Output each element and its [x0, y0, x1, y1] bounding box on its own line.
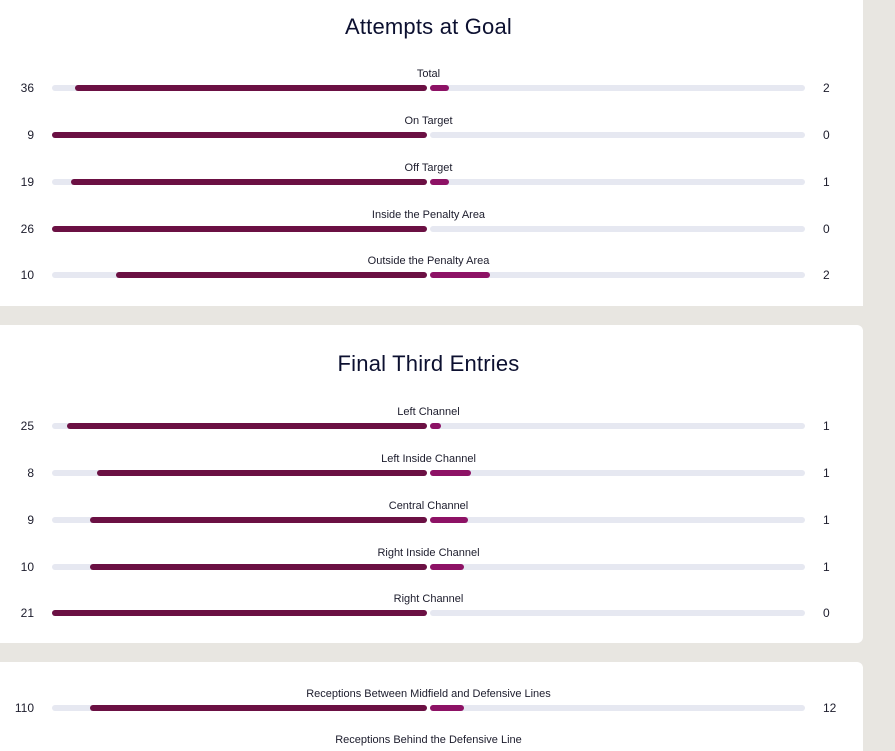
away-value: 1: [823, 560, 830, 574]
stat-label: Outside the Penalty Area: [367, 255, 490, 267]
stat-row-right-channel: Right Channel 21 0: [0, 593, 863, 627]
home-value: 10: [20, 268, 34, 282]
away-bar-track: [430, 179, 805, 185]
stat-row-left-channel: Left Channel 25 1: [0, 406, 863, 440]
home-bar-fill: [52, 610, 427, 616]
away-value: 0: [823, 128, 830, 142]
home-value: 26: [20, 222, 34, 236]
away-bar-track: [430, 564, 805, 570]
home-value: 21: [20, 606, 34, 620]
away-value: 1: [823, 513, 830, 527]
away-value: 1: [823, 419, 830, 433]
home-bar-track: [52, 517, 427, 523]
home-bar-fill: [89, 564, 427, 570]
home-bar-fill: [70, 179, 427, 185]
away-bar-track: [430, 610, 805, 616]
away-bar-track: [430, 226, 805, 232]
away-bar-fill: [430, 179, 449, 185]
stat-row-right-inside-channel: Right Inside Channel 10 1: [0, 547, 863, 581]
away-bar-fill: [430, 705, 464, 711]
stat-row-central-channel: Central Channel 9 1: [0, 500, 863, 534]
stat-row-total: Total 36 2: [0, 68, 863, 102]
stat-label: Inside the Penalty Area: [371, 209, 486, 221]
home-bar-fill: [97, 470, 427, 476]
stat-row-outside-penalty-area: Outside the Penalty Area 10 2: [0, 255, 863, 289]
away-bar-track: [430, 470, 805, 476]
away-bar-fill: [430, 470, 472, 476]
home-value: 36: [20, 81, 34, 95]
stat-label: Receptions Behind the Defensive Line: [335, 734, 522, 746]
home-value: 9: [27, 513, 34, 527]
away-value: 2: [823, 81, 830, 95]
stat-label: Central Channel: [388, 500, 469, 512]
home-bar-track: [52, 85, 427, 91]
stat-row-on-target: On Target 9 0: [0, 115, 863, 149]
away-bar-track: [430, 517, 805, 523]
away-value: 0: [823, 606, 830, 620]
home-bar-fill: [67, 423, 427, 429]
home-bar-track: [52, 132, 427, 138]
away-bar-track: [430, 705, 805, 711]
home-value: 9: [27, 128, 34, 142]
away-bar-track: [430, 272, 805, 278]
home-bar-track: [52, 470, 427, 476]
stat-label: Left Channel: [397, 406, 460, 418]
home-value: 8: [27, 466, 34, 480]
home-bar-fill: [74, 85, 427, 91]
attempts-at-goal-panel: Attempts at Goal Total 36 2 On Target 9 …: [0, 0, 863, 306]
away-value: 0: [823, 222, 830, 236]
receptions-panel: Receptions Between Midfield and Defensiv…: [0, 662, 863, 751]
home-value: 19: [20, 175, 34, 189]
home-value: 110: [14, 701, 34, 715]
away-bar-fill: [430, 85, 449, 91]
stat-row-inside-penalty-area: Inside the Penalty Area 26 0: [0, 209, 863, 243]
home-bar-fill: [52, 132, 427, 138]
away-value: 1: [823, 175, 830, 189]
stat-label: Receptions Between Midfield and Defensiv…: [306, 688, 551, 700]
stat-label: Total: [416, 68, 441, 80]
away-value: 2: [823, 268, 830, 282]
home-bar-track: [52, 272, 427, 278]
stat-label: Off Target: [404, 162, 453, 174]
away-bar-fill: [430, 517, 468, 523]
home-bar-fill: [115, 272, 427, 278]
home-bar-track: [52, 705, 427, 711]
stat-label: On Target: [404, 115, 453, 127]
away-bar-track: [430, 423, 805, 429]
home-value: 10: [20, 560, 34, 574]
stat-label: Right Inside Channel: [377, 547, 480, 559]
home-bar-track: [52, 226, 427, 232]
away-bar-track: [430, 85, 805, 91]
home-bar-fill: [89, 705, 427, 711]
home-bar-fill: [89, 517, 427, 523]
away-bar-fill: [430, 272, 490, 278]
stat-label: Left Inside Channel: [381, 453, 476, 465]
stat-row-left-inside-channel: Left Inside Channel 8 1: [0, 453, 863, 487]
stat-row-off-target: Off Target 19 1: [0, 162, 863, 196]
stat-row-receptions-behind-line: Receptions Behind the Defensive Line: [0, 734, 863, 751]
home-bar-track: [52, 179, 427, 185]
away-bar-track: [430, 132, 805, 138]
home-bar-track: [52, 423, 427, 429]
section-title: Attempts at Goal: [344, 14, 513, 39]
stat-row-receptions-between-lines: Receptions Between Midfield and Defensiv…: [0, 688, 863, 722]
home-bar-track: [52, 610, 427, 616]
away-value: 1: [823, 466, 830, 480]
home-value: 25: [20, 419, 34, 433]
section-title: Final Third Entries: [337, 351, 520, 376]
home-bar-track: [52, 564, 427, 570]
away-value: 12: [823, 701, 837, 715]
final-third-entries-panel: Final Third Entries Left Channel 25 1 Le…: [0, 325, 863, 643]
away-bar-fill: [430, 564, 464, 570]
away-bar-fill: [430, 423, 442, 429]
stat-label: Right Channel: [393, 593, 464, 605]
home-bar-fill: [52, 226, 427, 232]
